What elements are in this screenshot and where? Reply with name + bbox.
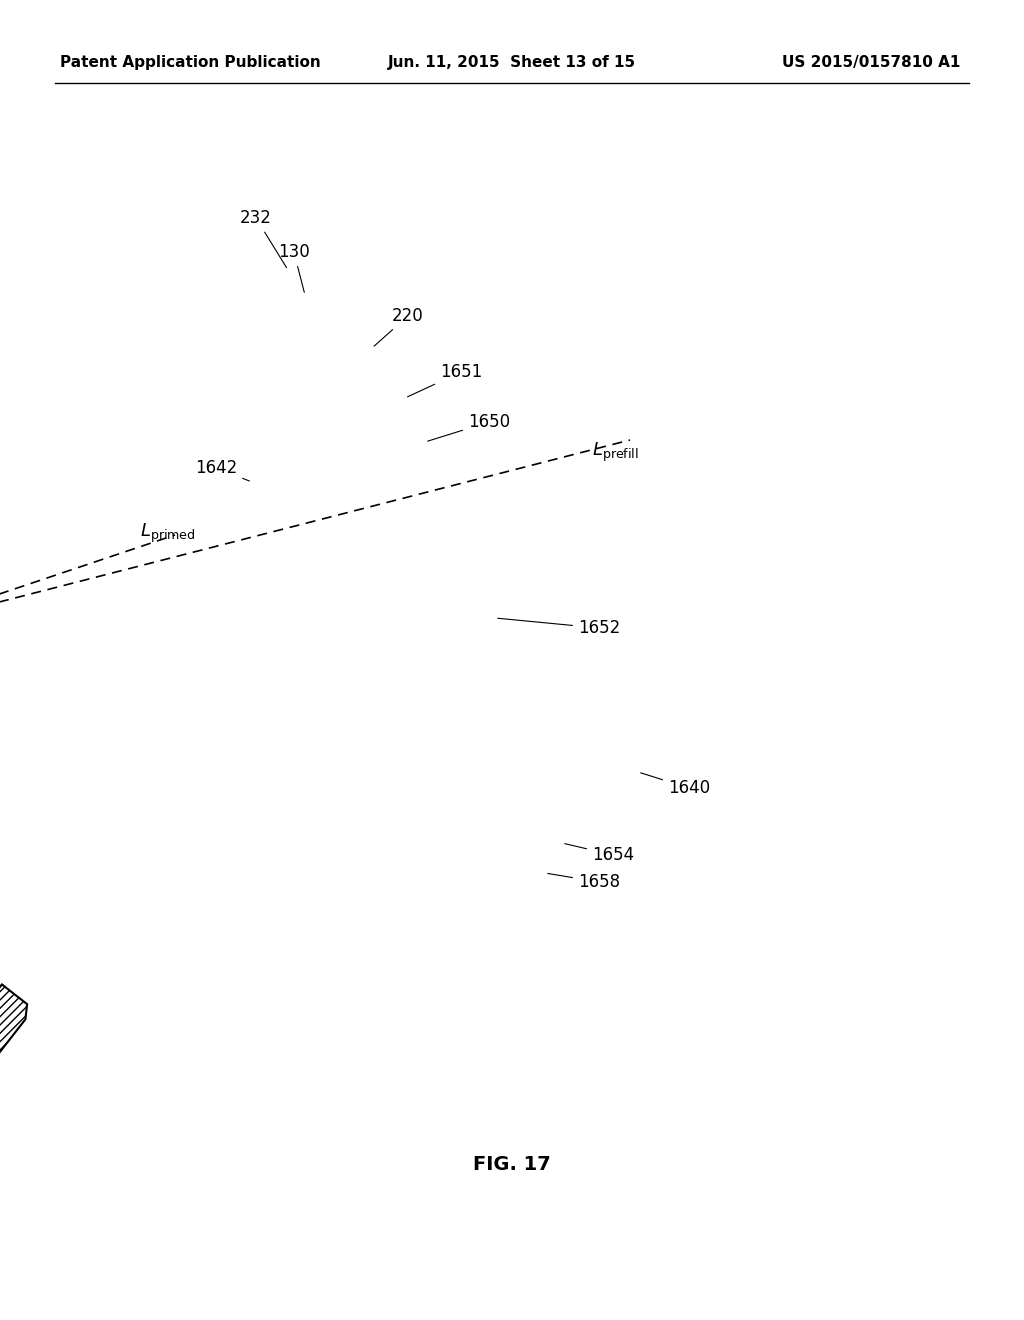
Text: $L_\mathrm{primed}$: $L_\mathrm{primed}$ (140, 521, 196, 545)
Text: 220: 220 (374, 308, 424, 346)
Text: 1651: 1651 (408, 363, 482, 397)
Text: 1654: 1654 (564, 843, 634, 865)
Text: FIG. 17: FIG. 17 (473, 1155, 551, 1175)
Text: Jun. 11, 2015  Sheet 13 of 15: Jun. 11, 2015 Sheet 13 of 15 (388, 54, 636, 70)
Text: 1640: 1640 (641, 772, 710, 797)
Text: 130: 130 (278, 243, 309, 292)
Text: $L_\mathrm{prefill}$: $L_\mathrm{prefill}$ (592, 441, 639, 463)
Text: 232: 232 (240, 209, 287, 268)
Text: 1642: 1642 (195, 459, 250, 480)
Polygon shape (0, 985, 27, 1177)
Text: US 2015/0157810 A1: US 2015/0157810 A1 (781, 54, 961, 70)
Text: 1650: 1650 (428, 413, 510, 441)
Text: Patent Application Publication: Patent Application Publication (60, 54, 321, 70)
Text: 1658: 1658 (548, 873, 621, 891)
Text: 1652: 1652 (498, 618, 621, 638)
